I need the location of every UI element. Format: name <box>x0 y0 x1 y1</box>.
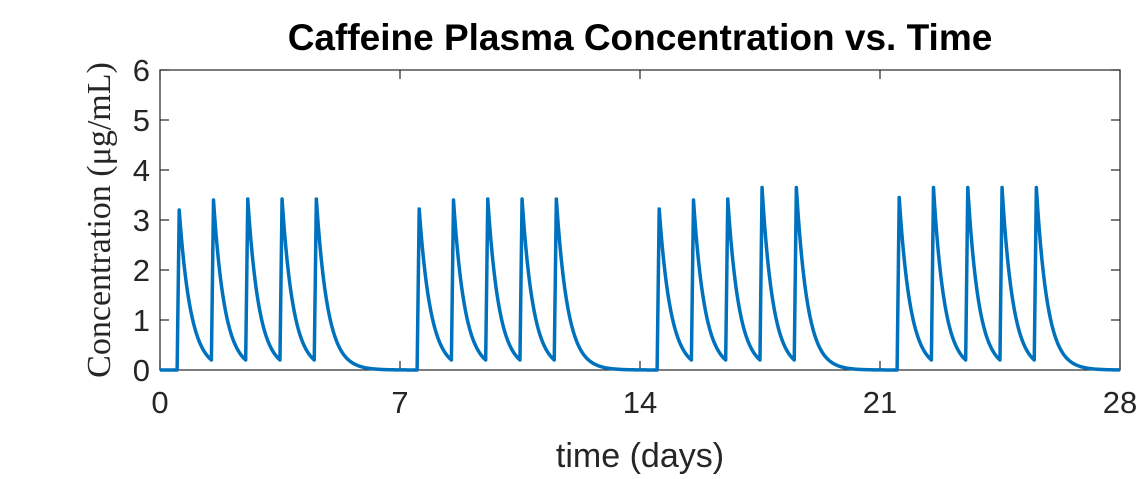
plot-area-frame <box>159 69 1121 371</box>
x-tick-label: 14 <box>623 385 657 420</box>
y-tick-label: 0 <box>133 353 150 388</box>
y-tick-label: 3 <box>133 203 150 238</box>
series-line-concentration <box>160 185 1121 372</box>
y-axis-label: Concentration (μg/mL) <box>81 62 118 378</box>
y-tick-label: 2 <box>133 253 150 288</box>
x-tick-label: 21 <box>863 385 897 420</box>
y-tick-label: 6 <box>133 53 150 88</box>
y-tick-label: 4 <box>133 153 150 188</box>
y-tick-label: 1 <box>133 303 150 338</box>
x-axis: 0 7 14 21 28 <box>151 70 1137 420</box>
y-axis: 0 1 2 3 4 5 6 <box>133 53 1120 388</box>
x-tick-label: 7 <box>391 385 408 420</box>
y-tick-label: 5 <box>133 103 150 138</box>
x-axis-label: time (days) <box>556 437 724 475</box>
chart-title: Caffeine Plasma Concentration vs. Time <box>288 17 993 58</box>
x-tick-label: 0 <box>151 385 168 420</box>
x-tick-label: 28 <box>1103 385 1137 420</box>
